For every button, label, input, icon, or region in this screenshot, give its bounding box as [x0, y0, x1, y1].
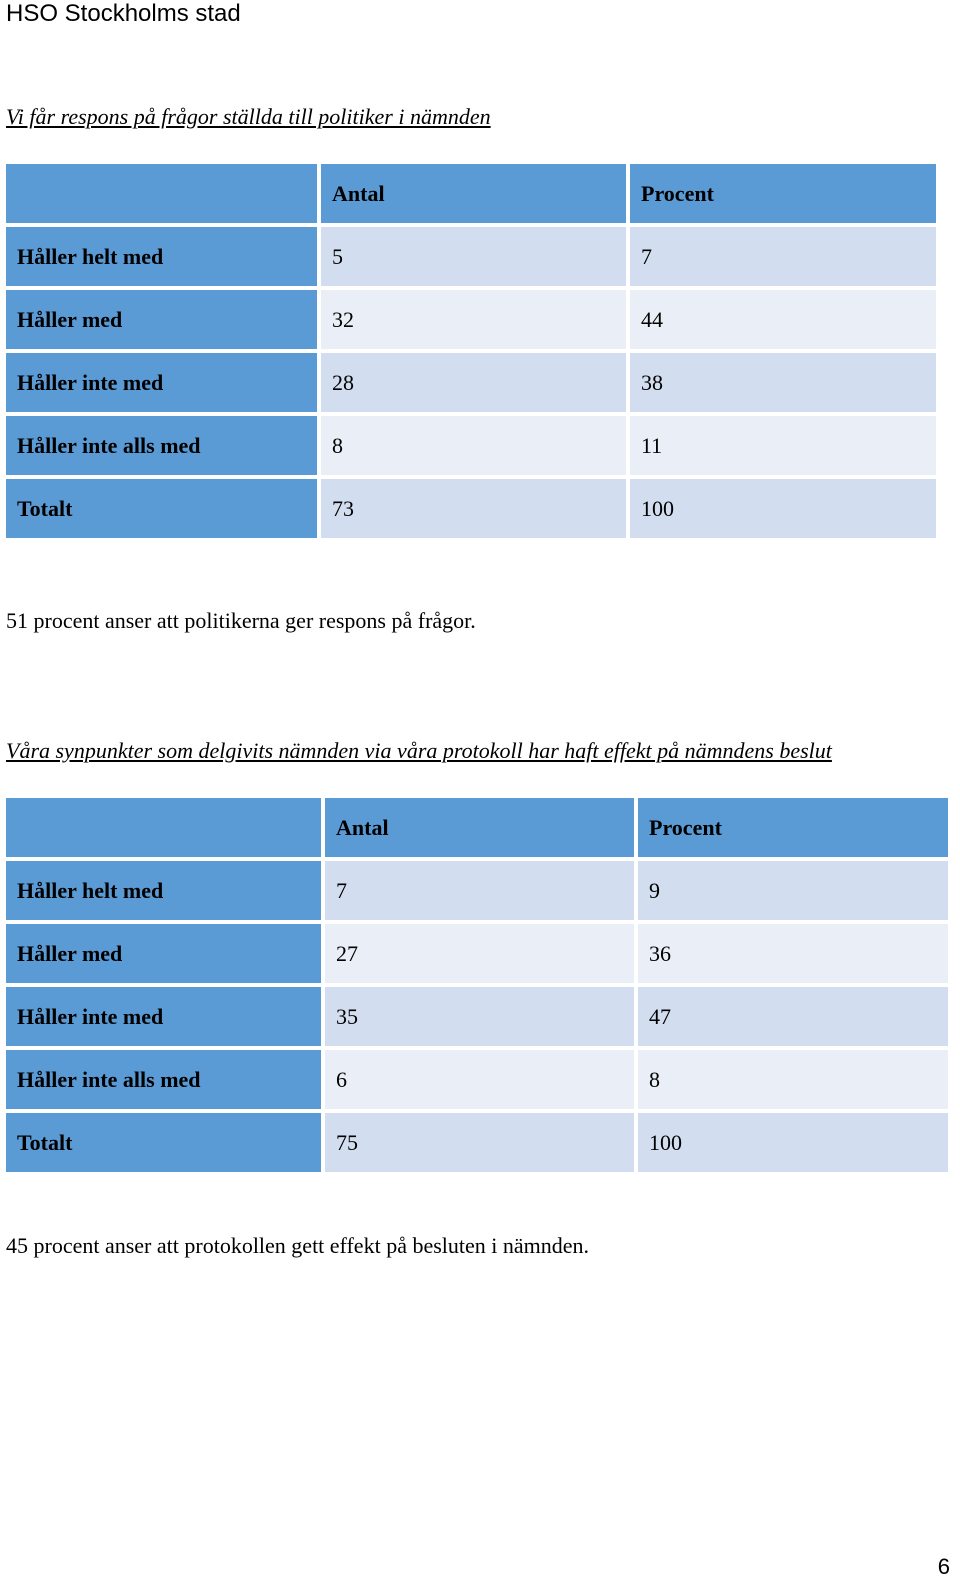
table2-title: Våra synpunkter som delgivits nämnden vi…	[6, 738, 832, 763]
antal-cell: 28	[321, 353, 626, 412]
procent-cell: 9	[638, 861, 948, 920]
table-row-total: Totalt 73 100	[6, 479, 936, 538]
table1-header-blank	[6, 164, 317, 223]
table-row: Håller med 32 44	[6, 290, 936, 349]
procent-cell: 100	[638, 1113, 948, 1172]
row-label: Håller helt med	[6, 861, 321, 920]
table-row: Håller helt med 5 7	[6, 227, 936, 286]
antal-cell: 35	[325, 987, 634, 1046]
antal-cell: 8	[321, 416, 626, 475]
procent-cell: 100	[630, 479, 936, 538]
antal-cell: 27	[325, 924, 634, 983]
procent-cell: 11	[630, 416, 936, 475]
row-label: Håller inte med	[6, 353, 317, 412]
table-row: Håller inte alls med 6 8	[6, 1050, 948, 1109]
table1-summary: 51 procent anser att politikerna ger res…	[6, 608, 476, 633]
row-label: Håller inte med	[6, 987, 321, 1046]
table1: Antal Procent Håller helt med 5 7 Håller…	[2, 160, 940, 542]
table-row: Håller helt med 7 9	[6, 861, 948, 920]
page-header-title: HSO Stockholms stad	[6, 0, 241, 27]
table-row: Håller med 27 36	[6, 924, 948, 983]
table1-title: Vi får respons på frågor ställda till po…	[6, 104, 491, 129]
table2-header-procent: Procent	[638, 798, 948, 857]
table2-header-row: Antal Procent	[6, 798, 948, 857]
table2-header-blank	[6, 798, 321, 857]
table-row-total: Totalt 75 100	[6, 1113, 948, 1172]
row-label: Håller med	[6, 924, 321, 983]
row-label: Håller helt med	[6, 227, 317, 286]
table2-summary: 45 procent anser att protokollen gett ef…	[6, 1233, 590, 1258]
antal-cell: 32	[321, 290, 626, 349]
row-label: Håller med	[6, 290, 317, 349]
table-row: Håller inte med 35 47	[6, 987, 948, 1046]
procent-cell: 8	[638, 1050, 948, 1109]
procent-cell: 47	[638, 987, 948, 1046]
procent-cell: 7	[630, 227, 936, 286]
page-number: 6	[937, 1554, 950, 1579]
table1-header-antal: Antal	[321, 164, 626, 223]
antal-cell: 5	[321, 227, 626, 286]
antal-cell: 6	[325, 1050, 634, 1109]
table2: Antal Procent Håller helt med 7 9 Håller…	[2, 794, 952, 1176]
table-row: Håller inte alls med 8 11	[6, 416, 936, 475]
table1-header-procent: Procent	[630, 164, 936, 223]
row-label: Totalt	[6, 479, 317, 538]
table2-header-antal: Antal	[325, 798, 634, 857]
table1-header-row: Antal Procent	[6, 164, 936, 223]
row-label: Håller inte alls med	[6, 416, 317, 475]
procent-cell: 36	[638, 924, 948, 983]
procent-cell: 38	[630, 353, 936, 412]
table-row: Håller inte med 28 38	[6, 353, 936, 412]
row-label: Håller inte alls med	[6, 1050, 321, 1109]
antal-cell: 7	[325, 861, 634, 920]
row-label: Totalt	[6, 1113, 321, 1172]
antal-cell: 75	[325, 1113, 634, 1172]
antal-cell: 73	[321, 479, 626, 538]
procent-cell: 44	[630, 290, 936, 349]
